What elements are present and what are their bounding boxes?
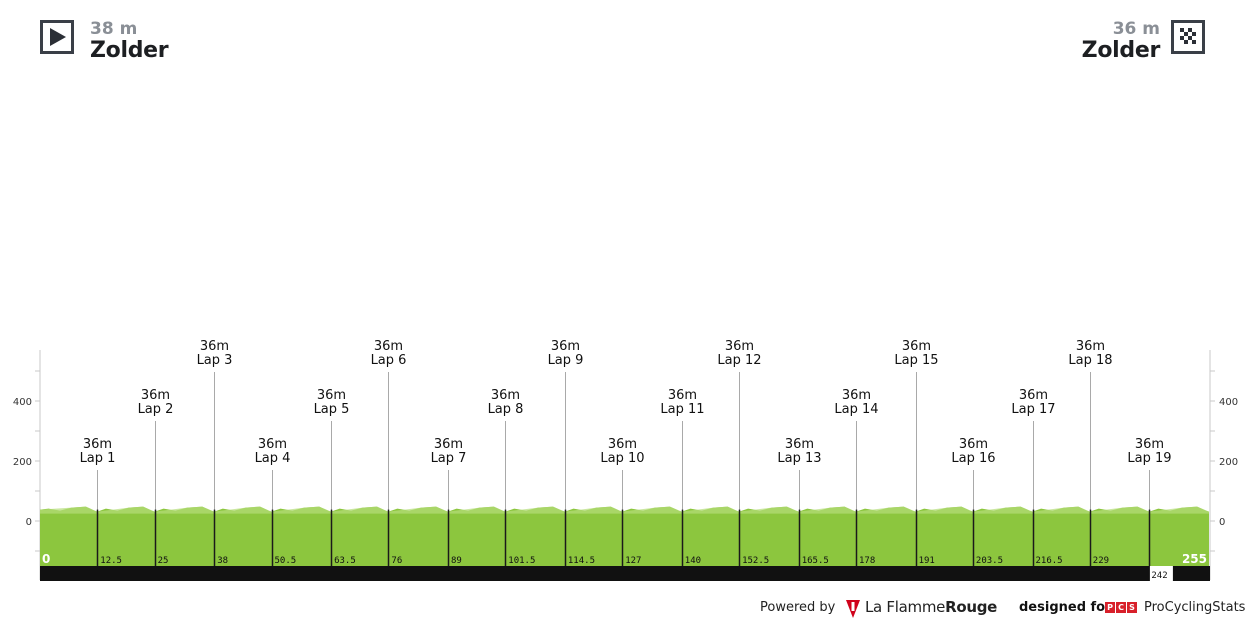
start-name: Zolder (90, 38, 169, 63)
km-label: 25 (158, 556, 169, 566)
lap-name-label: Lap 19 (1127, 451, 1171, 466)
km-label: 101.5 (508, 556, 535, 566)
pcs-logo-icon: P C S (1105, 602, 1137, 613)
lap-name-label: Lap 12 (717, 353, 761, 368)
lap-elevation-label: 36m (668, 388, 697, 403)
km-label-finish: 255 (1182, 552, 1207, 566)
lap-elevation-label: 36m (141, 388, 170, 403)
brand-part-2: Rouge (945, 598, 998, 616)
lap-elevation-label: 36m (258, 437, 287, 452)
km-label: 229 (1093, 556, 1109, 566)
lap-name-label: Lap 3 (197, 353, 233, 368)
la-flamme-rouge-brand: La FlammeRouge (865, 598, 997, 616)
km-label: 165.5 (802, 556, 829, 566)
pcs-name: ProCyclingStats (1144, 600, 1246, 615)
km-label: 50.5 (275, 556, 297, 566)
lap-name-label: Lap 15 (894, 353, 938, 368)
checkered-flag-icon (1180, 28, 1196, 44)
lap-elevation-label: 36m (551, 339, 580, 354)
lap-elevation-label: 36m (434, 437, 463, 452)
y-tick-label-left: 200 (13, 457, 32, 468)
km-label-start: 0 (42, 552, 50, 566)
y-tick-label-left: 400 (13, 397, 32, 408)
lap-elevation-label: 36m (83, 437, 112, 452)
lap-elevation-label: 36m (1135, 437, 1164, 452)
lap-elevation-label: 36m (317, 388, 346, 403)
lap-elevation-label: 36m (725, 339, 754, 354)
lap-name-label: Lap 7 (431, 451, 467, 466)
lap-name-label: Lap 4 (255, 451, 291, 466)
y-tick-label-right: 400 (1219, 397, 1238, 408)
finish-elevation: 36 m (1112, 19, 1160, 39)
play-icon (50, 28, 66, 46)
km-label-last-lap-box (1149, 566, 1173, 581)
lap-elevation-label: 36m (842, 388, 871, 403)
lap-elevation-label: 36m (608, 437, 637, 452)
start-icon-box (40, 20, 74, 54)
lap-name-label: Lap 6 (371, 353, 407, 368)
km-label: 216.5 (1036, 556, 1063, 566)
flame-logo-icon (846, 600, 860, 618)
lap-elevation-label: 36m (491, 388, 520, 403)
km-label: 178 (859, 556, 875, 566)
km-label: 12.5 (100, 556, 122, 566)
lap-name-label: Lap 8 (488, 402, 524, 417)
lap-elevation-label: 36m (785, 437, 814, 452)
lap-name-label: Lap 14 (834, 402, 878, 417)
km-label: 203.5 (976, 556, 1003, 566)
lap-name-label: Lap 10 (600, 451, 644, 466)
lap-name-label: Lap 18 (1068, 353, 1112, 368)
lap-name-label: Lap 2 (138, 402, 174, 417)
lap-elevation-label: 36m (200, 339, 229, 354)
lap-name-label: Lap 13 (777, 451, 821, 466)
lap-name-label: Lap 5 (314, 402, 350, 417)
km-label: 140 (685, 556, 701, 566)
km-label: 191 (919, 556, 935, 566)
y-tick-label-right: 0 (1219, 517, 1225, 528)
lap-elevation-label: 36m (1019, 388, 1048, 403)
lap-name-label: Lap 11 (660, 402, 704, 417)
km-label: 127 (625, 556, 641, 566)
km-bar (40, 566, 1210, 581)
km-label: 76 (391, 556, 402, 566)
brand-part-1: La Flamme (865, 598, 946, 616)
finish-name: Zolder (1081, 38, 1161, 63)
km-label: 242 (1151, 571, 1167, 581)
lap-name-label: Lap 16 (951, 451, 995, 466)
lap-name-label: Lap 1 (80, 451, 116, 466)
lap-elevation-label: 36m (374, 339, 403, 354)
lap-name-label: Lap 17 (1011, 402, 1055, 417)
lap-elevation-label: 36m (902, 339, 931, 354)
lap-elevation-label: 36m (959, 437, 988, 452)
y-tick-label-left: 0 (26, 517, 32, 528)
designed-for-label: designed for (1019, 600, 1112, 615)
lap-elevation-label: 36m (1076, 339, 1105, 354)
km-label: 63.5 (334, 556, 356, 566)
km-label: 152.5 (742, 556, 769, 566)
km-label: 38 (217, 556, 228, 566)
y-tick-label-right: 200 (1219, 457, 1238, 468)
powered-by-label: Powered by (760, 600, 836, 615)
km-label: 89 (451, 556, 462, 566)
km-label: 114.5 (568, 556, 595, 566)
lap-name-label: Lap 9 (548, 353, 584, 368)
finish-icon-box (1171, 20, 1205, 54)
start-elevation: 38 m (90, 19, 138, 39)
